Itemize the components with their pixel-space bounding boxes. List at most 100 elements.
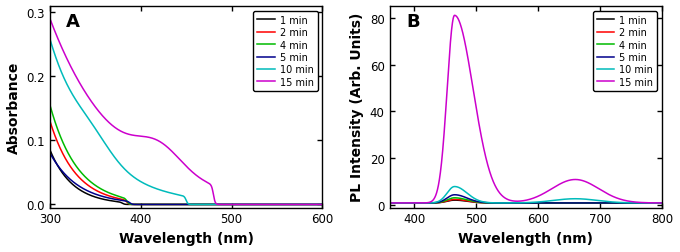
- 5 min: [171, 203, 180, 206]
- 5 min: [386, 202, 394, 205]
- 4 min: [310, 203, 318, 206]
- 5 min: [318, 203, 326, 206]
- 1 min: [171, 203, 180, 206]
- 2 min: [653, 202, 661, 205]
- 10 min: [417, 202, 425, 205]
- 4 min: [502, 202, 510, 205]
- 1 min: [386, 202, 394, 205]
- 1 min: [310, 203, 318, 206]
- 10 min: [624, 201, 632, 204]
- 15 min: [502, 197, 510, 200]
- 2 min: [318, 203, 326, 206]
- Y-axis label: PL Intensity (Arb. Units): PL Intensity (Arb. Units): [350, 13, 364, 202]
- 15 min: [260, 203, 269, 206]
- 5 min: [490, 202, 498, 205]
- 2 min: [311, 203, 319, 206]
- 5 min: [502, 202, 510, 205]
- 5 min: [178, 203, 186, 206]
- 10 min: [653, 202, 661, 205]
- 1 min: [624, 202, 632, 205]
- 4 min: [171, 203, 180, 206]
- 4 min: [653, 202, 661, 205]
- 10 min: [432, 201, 441, 204]
- Line: 5 min: 5 min: [390, 195, 662, 203]
- 1 min: [451, 199, 459, 202]
- 1 min: [653, 202, 661, 205]
- 2 min: [260, 203, 269, 206]
- 15 min: [417, 202, 425, 205]
- 10 min: [46, 39, 54, 42]
- X-axis label: Wavelength (nm): Wavelength (nm): [458, 231, 593, 245]
- 15 min: [318, 203, 326, 206]
- 5 min: [260, 203, 269, 206]
- 10 min: [451, 185, 459, 188]
- 1 min: [260, 203, 269, 206]
- 5 min: [658, 202, 666, 205]
- 1 min: [432, 201, 441, 204]
- Line: 10 min: 10 min: [390, 187, 662, 203]
- Legend: 1 min, 2 min, 4 min, 5 min, 10 min, 15 min: 1 min, 2 min, 4 min, 5 min, 10 min, 15 m…: [254, 12, 318, 91]
- 5 min: [46, 152, 54, 155]
- 15 min: [178, 161, 186, 164]
- 2 min: [386, 202, 394, 205]
- Line: 5 min: 5 min: [50, 154, 322, 205]
- 10 min: [171, 193, 180, 196]
- 2 min: [178, 203, 186, 206]
- 4 min: [624, 202, 632, 205]
- 10 min: [502, 202, 510, 205]
- 15 min: [451, 15, 459, 18]
- 2 min: [46, 120, 54, 123]
- 2 min: [60, 154, 68, 158]
- Line: 1 min: 1 min: [390, 200, 662, 203]
- Y-axis label: Absorbance: Absorbance: [7, 61, 21, 153]
- 15 min: [310, 203, 318, 206]
- 5 min: [60, 172, 68, 175]
- 4 min: [658, 202, 666, 205]
- 10 min: [60, 77, 68, 80]
- Line: 15 min: 15 min: [390, 16, 662, 203]
- Text: B: B: [406, 13, 420, 31]
- 4 min: [46, 104, 54, 107]
- 2 min: [502, 202, 510, 205]
- 15 min: [658, 202, 666, 205]
- 10 min: [386, 202, 394, 205]
- 15 min: [432, 191, 441, 194]
- 15 min: [60, 51, 68, 54]
- 1 min: [60, 174, 68, 177]
- 5 min: [432, 201, 441, 204]
- 1 min: [178, 203, 186, 206]
- 2 min: [490, 202, 498, 205]
- 4 min: [178, 203, 186, 206]
- 1 min: [490, 202, 498, 205]
- 2 min: [310, 203, 318, 206]
- 10 min: [318, 203, 326, 206]
- 2 min: [624, 202, 632, 205]
- 4 min: [318, 203, 326, 206]
- X-axis label: Wavelength (nm): Wavelength (nm): [119, 231, 254, 245]
- Line: 15 min: 15 min: [50, 20, 322, 205]
- 1 min: [658, 202, 666, 205]
- 15 min: [624, 200, 632, 203]
- 2 min: [417, 202, 425, 205]
- 10 min: [178, 195, 186, 198]
- 1 min: [417, 202, 425, 205]
- 5 min: [451, 194, 459, 197]
- 5 min: [417, 202, 425, 205]
- 5 min: [310, 203, 318, 206]
- 1 min: [311, 203, 319, 206]
- 5 min: [653, 202, 661, 205]
- Legend: 1 min, 2 min, 4 min, 5 min, 10 min, 15 min: 1 min, 2 min, 4 min, 5 min, 10 min, 15 m…: [593, 12, 657, 91]
- 4 min: [260, 203, 269, 206]
- 1 min: [318, 203, 326, 206]
- 10 min: [260, 203, 269, 206]
- Line: 2 min: 2 min: [50, 122, 322, 205]
- Text: A: A: [67, 13, 80, 31]
- Line: 10 min: 10 min: [50, 40, 322, 205]
- 15 min: [490, 182, 498, 185]
- 10 min: [490, 202, 498, 205]
- 5 min: [624, 202, 632, 205]
- 4 min: [417, 202, 425, 205]
- 1 min: [46, 149, 54, 152]
- 10 min: [658, 202, 666, 205]
- 4 min: [60, 143, 68, 146]
